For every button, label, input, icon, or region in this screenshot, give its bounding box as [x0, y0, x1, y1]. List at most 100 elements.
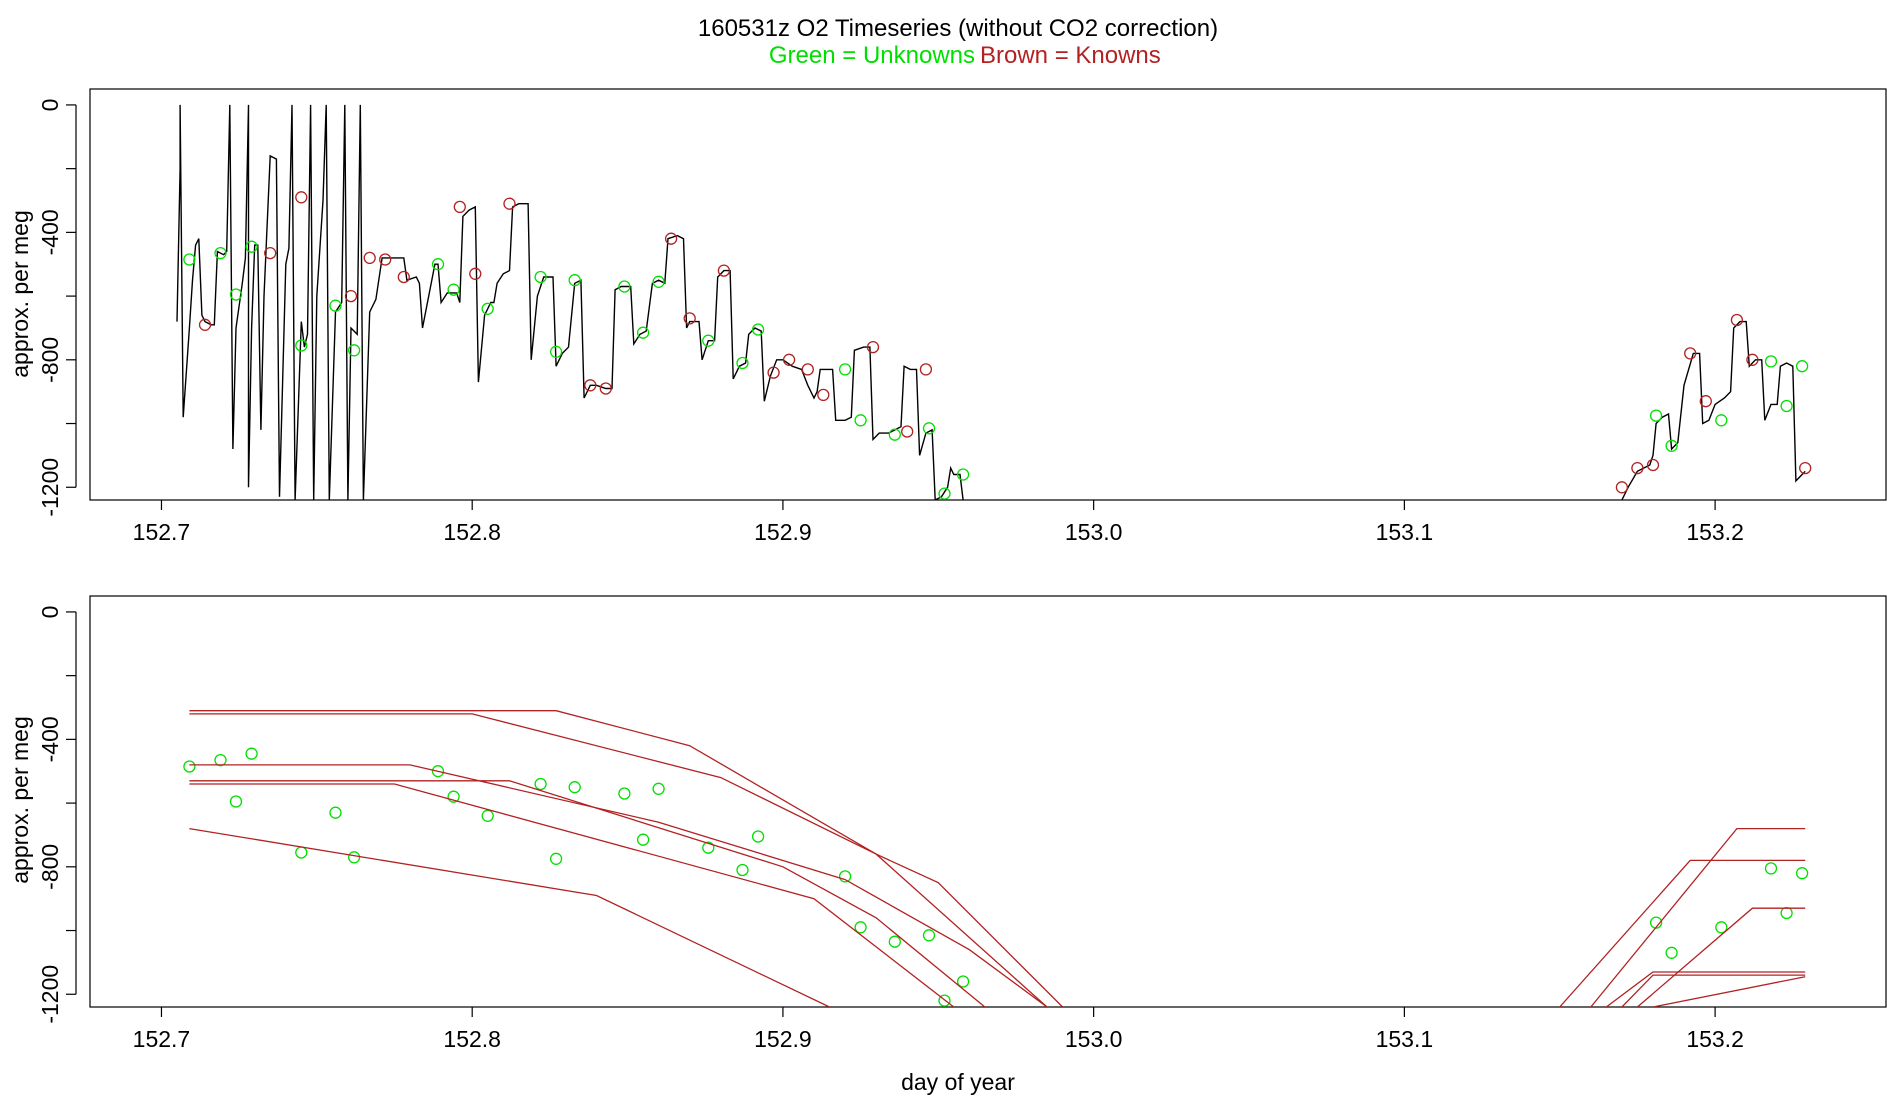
bottom-brown-line-1	[189, 710, 1064, 1007]
top-unknown-point	[702, 334, 715, 347]
top-known-point	[919, 363, 933, 376]
bottom-unknown-point	[447, 790, 460, 803]
bottom-x-tick-label: 153.2	[1686, 1026, 1744, 1052]
top-unknown-point	[447, 283, 460, 296]
bottom-unknown-point	[736, 863, 749, 877]
top-y-tick-label: -800	[37, 337, 63, 383]
top-unknown-point	[938, 487, 951, 500]
bottom-plot-frame	[89, 595, 1887, 1008]
bottom-unknown-point	[702, 841, 715, 854]
bottom-unknown-point	[618, 787, 631, 800]
top-y-tick-label: 0	[37, 99, 63, 112]
top-unknown-point	[481, 302, 494, 315]
chart-title: 160531z O2 Timeseries (without CO2 corre…	[698, 15, 1218, 42]
bottom-unknown-point	[245, 747, 258, 760]
bottom-unknown-point	[347, 851, 361, 864]
top-x-axis: 152.7 152.8 152.9 153.0 153.1 153.2	[133, 500, 1744, 545]
top-unknown-point	[956, 468, 970, 481]
top-unknown-point	[549, 345, 563, 358]
top-unknown-point	[183, 253, 196, 266]
top-known-point	[584, 379, 597, 392]
bottom-unknown-point	[431, 765, 445, 778]
top-y-axis-label: approx. per meg	[7, 210, 33, 377]
bottom-panel: 152.7 152.8 152.9 153.0 153.1 153.2 0 -400 -800…	[7, 595, 1887, 1095]
top-black-line-1	[1621, 320, 1806, 500]
top-x-tick-label: 152.7	[133, 519, 191, 545]
top-x-tick-label: 153.0	[1065, 519, 1123, 545]
bottom-unknown-point	[549, 852, 563, 865]
top-x-tick-label: 153.2	[1686, 519, 1744, 545]
top-y-tick-label: -1200	[37, 458, 63, 517]
bottom-brown-line-8	[1590, 827, 1806, 1007]
bottom-brown-line-9	[1636, 907, 1806, 1007]
bottom-unknown-point	[1665, 946, 1678, 959]
top-known-point	[1730, 313, 1744, 327]
top-known-point	[717, 264, 731, 277]
bottom-unknown-point	[1764, 862, 1778, 875]
bottom-x-tick-label: 153.1	[1376, 1026, 1434, 1052]
bottom-unknown-point	[751, 830, 765, 843]
bottom-unknown-point	[922, 929, 936, 942]
top-known-point	[363, 251, 376, 265]
bottom-x-tick-label: 152.9	[754, 1026, 812, 1052]
bottom-unknown-point	[295, 846, 308, 859]
top-known-point	[397, 270, 410, 284]
bottom-x-tick-label: 152.8	[443, 1026, 501, 1052]
top-unknown-point	[214, 246, 227, 260]
top-known-point	[1631, 461, 1644, 475]
top-unknown-point	[854, 414, 867, 427]
top-x-tick-label: 153.1	[1376, 519, 1434, 545]
bottom-unknown-point	[1780, 906, 1793, 920]
top-known-point	[664, 232, 678, 245]
top-known-point	[503, 197, 516, 210]
top-unknown-point	[329, 299, 342, 312]
bottom-y-tick-label: 0	[37, 606, 63, 619]
top-known-point	[1615, 481, 1629, 494]
top-known-point	[453, 200, 466, 214]
bottom-unknown-point	[1795, 867, 1809, 880]
top-known-point	[1746, 353, 1759, 366]
top-unknown-point	[618, 280, 631, 293]
top-known-point	[1646, 458, 1660, 472]
bottom-unknown-point	[329, 806, 342, 819]
bottom-brown-line-12	[1652, 976, 1806, 1007]
bottom-x-axis: 152.7 152.8 152.9 153.0 153.1 153.2	[133, 1007, 1744, 1052]
top-unknown-point	[1764, 355, 1778, 368]
top-known-point	[198, 318, 212, 331]
top-known-point	[469, 267, 482, 280]
top-known-point	[264, 246, 277, 260]
bottom-brown-line-7	[1559, 859, 1806, 1007]
bottom-unknown-point	[938, 994, 951, 1007]
legend-knowns: Brown = Knowns	[980, 42, 1161, 69]
top-known-point	[782, 353, 796, 366]
bottom-unknown-point	[838, 870, 852, 883]
top-black-line-0	[176, 104, 964, 500]
top-known-point	[295, 191, 308, 204]
top-known-point	[767, 366, 780, 379]
top-unknown-point	[636, 326, 650, 339]
top-unknown-point	[1649, 409, 1663, 422]
top-known-point	[1684, 347, 1697, 360]
bottom-y-tick-label: -1200	[37, 965, 63, 1024]
top-unknown-point	[751, 323, 765, 336]
top-unknown-point	[534, 270, 547, 284]
bottom-unknown-point	[956, 975, 970, 988]
top-known-point	[344, 289, 358, 303]
bottom-unknown-point	[568, 781, 581, 794]
bottom-unknown-point	[229, 795, 243, 808]
top-unknown-point	[838, 363, 852, 376]
top-y-axis: 0 -400 -800 -1200	[37, 99, 77, 517]
bottom-x-tick-label: 153.0	[1065, 1026, 1123, 1052]
top-panel: 152.7 152.8 152.9 153.0 153.1 153.2 0 -400 -800…	[7, 88, 1887, 545]
top-known-point	[901, 425, 914, 438]
bottom-brown-line-10	[1605, 971, 1806, 1007]
top-known-point	[1699, 395, 1712, 408]
bottom-unknown-point	[183, 760, 196, 773]
top-known-point	[683, 312, 696, 325]
bottom-unknown-point	[652, 782, 665, 795]
top-traces	[176, 104, 1812, 500]
top-unknown-point	[1665, 439, 1678, 452]
top-unknown-point	[245, 240, 258, 253]
top-known-point	[801, 363, 814, 376]
top-unknown-point	[229, 288, 243, 301]
